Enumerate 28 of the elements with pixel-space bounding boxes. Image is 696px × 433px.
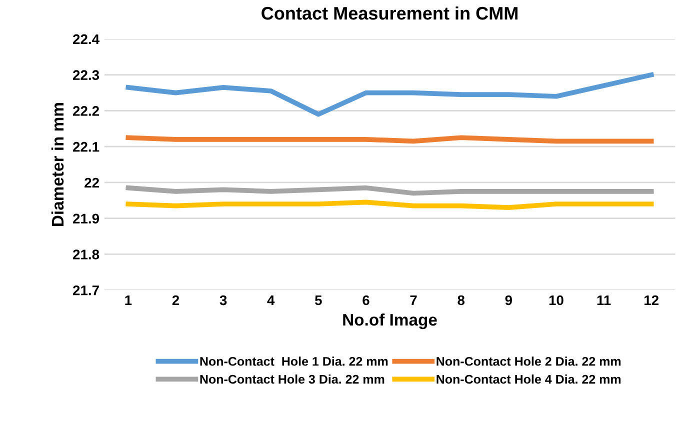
x-axis-title: No.of Image bbox=[343, 313, 437, 330]
x-tick-label: 7 bbox=[410, 295, 417, 306]
line-series bbox=[126, 72, 654, 117]
y-axis-title: Diameter in mm bbox=[51, 103, 64, 226]
y-tick-label: 21.8 bbox=[72, 250, 100, 260]
x-tick-label: 2 bbox=[172, 295, 180, 306]
x-tick-label: 3 bbox=[220, 295, 227, 306]
legend-label: Non-Contact Hole 3 Dia. 22 mm bbox=[200, 374, 384, 384]
x-tick-label: 6 bbox=[362, 295, 370, 306]
x-tick-label: 10 bbox=[549, 295, 564, 306]
y-tick-label: 21.9 bbox=[72, 214, 100, 224]
y-tick-label: 21.7 bbox=[72, 285, 99, 296]
x-tick-label: 5 bbox=[314, 295, 322, 306]
chart-title: Contact Measurement in CMM bbox=[262, 6, 518, 20]
x-tick-label: 12 bbox=[644, 295, 659, 306]
y-tick-label: 22.4 bbox=[72, 34, 100, 44]
legend-label: Non-Contact Hole 2 Dia. 22 mm bbox=[436, 356, 621, 366]
x-tick-label: 9 bbox=[505, 295, 512, 306]
legend-label: Non-Contact Hole 1 Dia. 22 mm bbox=[200, 356, 388, 366]
x-tick-label: 4 bbox=[267, 295, 275, 306]
x-tick-label: 1 bbox=[125, 295, 132, 306]
legend-label: Non-Contact Hole 4 Dia. 22 mm bbox=[436, 374, 621, 384]
x-tick-label: 11 bbox=[597, 295, 611, 306]
y-tick-label: 22 bbox=[84, 178, 99, 188]
y-tick-label: 22.2 bbox=[72, 106, 99, 116]
x-tick-label: 8 bbox=[458, 295, 465, 306]
y-tick-label: 22.3 bbox=[72, 70, 100, 80]
y-tick-label: 22.1 bbox=[72, 142, 100, 152]
